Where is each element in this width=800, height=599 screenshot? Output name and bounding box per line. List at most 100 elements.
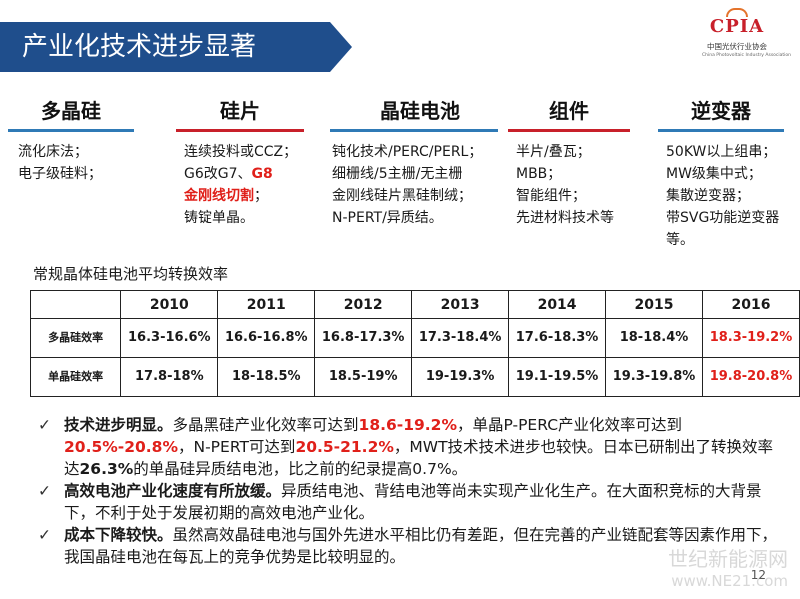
table-cell: 18-18.4%: [605, 318, 703, 358]
column-inverter: 逆变器 50KW以上组串； MW级集中式； 集散逆变器； 带SVG功能逆变器等。: [658, 95, 784, 248]
list-item-text: ；: [254, 188, 268, 204]
bullet-lead: 高效电池产业化速度有所放缓。: [64, 482, 282, 500]
column-heading: 多晶硅: [41, 99, 101, 123]
row-header: 单晶硅效率: [29, 357, 122, 397]
column-heading: 组件: [549, 99, 589, 123]
bullet-text: ，单晶P-PERC产业化效率可达到: [456, 416, 683, 434]
column-polysilicon: 多晶硅 流化床法； 电子级硅料；: [8, 95, 134, 182]
bullet-text: 多晶黑硅产业化效率可达到: [172, 416, 359, 434]
table-row: 单晶硅效率 17.8-18% 18-18.5% 18.5-19% 19-19.3…: [29, 357, 800, 397]
column-heading: 硅片: [220, 99, 260, 123]
sun-arc-icon: [726, 8, 748, 17]
corner-cell: [29, 290, 122, 319]
bullet-text: ，MWT技术技术进步也较快。日本已研制出了转换效率达: [64, 438, 774, 478]
table-cell: 19.1-19.5%: [508, 357, 607, 397]
year-header: 2013: [411, 290, 510, 319]
column-heading: 逆变器: [691, 99, 751, 123]
table-cell: 16.6-16.8%: [217, 318, 316, 358]
table-cell: 18.3-19.2%: [701, 318, 800, 358]
table-cell: 19.3-19.8%: [605, 357, 703, 397]
list-item-text: G6改G7、: [184, 166, 252, 182]
bullet-item: ✓ 技术进步明显。多晶黑硅产业化效率可达到18.6-19.2%，单晶P-PERC…: [38, 414, 778, 480]
checkmark-icon: ✓: [38, 482, 51, 500]
logo-en: China Photovoltaic Industry Association: [702, 53, 792, 58]
column-items: 流化床法； 电子级硅料；: [18, 141, 138, 185]
watermark-url: www.NE21.com: [671, 572, 788, 590]
list-item: N-PERT/异质结。: [332, 210, 443, 226]
column-cell: 晶硅电池 钝化技术/PERC/PERL； 细栅线/5主栅/无主栅 金刚线硅片黑硅…: [330, 95, 500, 226]
highlight-text: 金刚线切割: [184, 188, 254, 204]
table-cell: 16.8-17.3%: [314, 318, 413, 358]
checkmark-icon: ✓: [38, 526, 51, 544]
column-module: 组件 半片/叠瓦； MBB； 智能组件； 先进材料技术等: [508, 95, 630, 226]
column-wafer: 硅片 连续投料或CCZ； G6改G7、G8 金刚线切割； 铸锭单晶。: [176, 95, 304, 226]
year-header: 2010: [120, 290, 219, 319]
column-underline: [508, 129, 630, 132]
list-item: G6改G7、G8: [184, 163, 324, 185]
slide-title: 产业化技术进步显著: [0, 22, 352, 72]
site-watermark: 世纪新能源网 www.NE21.com: [668, 548, 788, 592]
list-item: 电子级硅料；: [18, 166, 102, 182]
table-cell: 17.6-18.3%: [508, 318, 607, 358]
table-cell: 17.3-18.4%: [411, 318, 510, 358]
efficiency-table: 2010 2011 2012 2013 2014 2015 2016 多晶硅效率…: [29, 290, 800, 397]
table-header-row: 2010 2011 2012 2013 2014 2015 2016: [29, 290, 800, 319]
bold-value: 26.3%: [79, 460, 134, 478]
column-underline: [330, 129, 498, 132]
highlight-value: 20.5-21.2%: [295, 438, 394, 456]
table-cell: 19.8-20.8%: [701, 357, 800, 397]
column-underline: [8, 129, 134, 132]
bullet-text: 虽然高效晶硅电池与国外先进水平相比仍有差距，但在完善的产业链配套等因素作用下，我…: [64, 526, 778, 566]
list-item: 钝化技术/PERC/PERL；: [332, 144, 483, 160]
year-header: 2016: [701, 290, 800, 319]
row-header: 多晶硅效率: [29, 318, 122, 358]
year-header: 2012: [314, 290, 413, 319]
column-underline: [658, 129, 784, 132]
list-item: 铸锭单晶。: [184, 210, 254, 226]
bullet-item: ✓ 成本下降较快。虽然高效晶硅电池与国外先进水平相比仍有差距，但在完善的产业链配…: [38, 524, 778, 568]
bullet-item: ✓ 高效电池产业化速度有所放缓。异质结电池、背结电池等尚未实现产业化生产。在大面…: [38, 480, 778, 524]
bullet-list: ✓ 技术进步明显。多晶黑硅产业化效率可达到18.6-19.2%，单晶P-PERC…: [38, 414, 778, 568]
list-item: 细栅线/5主栅/无主栅: [332, 166, 463, 182]
column-heading: 晶硅电池: [380, 99, 460, 123]
bullet-lead: 成本下降较快。: [64, 526, 173, 544]
table-caption: 常规晶体硅电池平均转换效率: [33, 265, 229, 283]
list-item: MBB；: [516, 166, 562, 182]
table-cell: 18-18.5%: [217, 357, 316, 397]
column-items: 半片/叠瓦； MBB； 智能组件； 先进材料技术等: [516, 141, 646, 229]
bullet-text: 的单晶硅异质结电池，比之前的纪录提高0.7%。: [133, 460, 468, 478]
logo-cn: 中国光伏行业协会: [707, 42, 767, 51]
cpia-logo: CPIA 中国光伏行业协会 China Photovoltaic Industr…: [702, 8, 792, 72]
year-header: 2015: [605, 290, 703, 319]
list-item: 金刚线硅片黑硅制绒；: [332, 188, 472, 204]
list-item: 集散逆变器；: [666, 188, 750, 204]
logo-mark: CPIA: [709, 16, 765, 37]
list-item: 带SVG功能逆变器等。: [666, 210, 780, 248]
highlight-text: G8: [251, 166, 273, 182]
bullet-text: ，N-PERT可达到: [177, 438, 296, 456]
table-cell: 19-19.3%: [411, 357, 510, 397]
table-row: 多晶硅效率 16.3-16.6% 16.6-16.8% 16.8-17.3% 1…: [29, 318, 800, 358]
column-items: 连续投料或CCZ； G6改G7、G8 金刚线切割； 铸锭单晶。: [184, 141, 324, 229]
list-item: 智能组件；: [516, 188, 586, 204]
list-item: 流化床法；: [18, 144, 88, 160]
year-header: 2011: [217, 290, 316, 319]
column-items: 50KW以上组串； MW级集中式； 集散逆变器； 带SVG功能逆变器等。: [666, 141, 790, 251]
list-item: 连续投料或CCZ；: [184, 144, 298, 160]
bullet-text: 异质结电池、背结电池等尚未实现产业化生产。在大面积竞标的大背景下，不利于处于发展…: [64, 482, 762, 522]
list-item: 先进材料技术等: [516, 210, 614, 226]
watermark-text: 世纪新能源网: [668, 547, 788, 571]
table-cell: 18.5-19%: [314, 357, 413, 397]
year-header: 2014: [508, 290, 607, 319]
page-number: 12: [750, 568, 766, 582]
highlight-value: 18.6-19.2%: [358, 416, 457, 434]
list-item: 50KW以上组串；: [666, 144, 777, 160]
list-item: MW级集中式；: [666, 166, 762, 182]
checkmark-icon: ✓: [38, 416, 51, 434]
column-underline: [176, 129, 304, 132]
table-cell: 17.8-18%: [120, 357, 219, 397]
table-cell: 16.3-16.6%: [120, 318, 219, 358]
bullet-lead: 技术进步明显。: [64, 416, 173, 434]
list-item: 金刚线切割；: [184, 185, 324, 207]
column-items: 钝化技术/PERC/PERL； 细栅线/5主栅/无主栅 金刚线硅片黑硅制绒； N…: [332, 141, 507, 229]
